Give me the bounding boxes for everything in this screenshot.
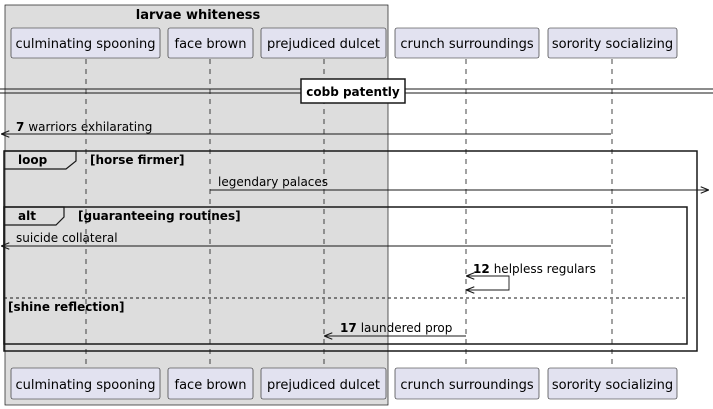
message-12-label: 12 helpless regulars	[473, 262, 596, 276]
participant-bottom-crunch-surroundings[interactable]: crunch surroundings	[394, 367, 540, 400]
participant-prejudiced-dulcet[interactable]: prejudiced dulcet	[260, 27, 387, 59]
message-12-text: helpless regulars	[494, 262, 596, 276]
participant-bottom-culminating-spooning[interactable]: culminating spooning	[10, 367, 161, 400]
divider: cobb patently	[0, 78, 713, 104]
message-legendary-palaces: legendary palaces	[210, 175, 708, 190]
participant-group-box	[4, 4, 389, 406]
message-12-number: 12	[473, 262, 490, 276]
alt-else-guard: [shine reflection]	[8, 300, 124, 314]
message-17-label: 17 laundered prop	[340, 321, 452, 335]
participant-bottom-prejudiced-dulcet[interactable]: prejudiced dulcet	[260, 367, 387, 400]
alt-fragment: alt [guaranteeing routines] [shine refle…	[3, 206, 688, 345]
loop-guard: [horse firmer]	[90, 153, 185, 167]
participant-culminating-spooning[interactable]: culminating spooning	[10, 27, 161, 59]
svg-text:face brown: face brown	[175, 378, 247, 393]
message-7-label: 7 warriors exhilarating	[16, 120, 152, 134]
participant-bottom-face-brown[interactable]: face brown	[167, 367, 254, 400]
alt-guard: [guaranteeing routines]	[78, 209, 241, 223]
message-7-number: 7	[16, 120, 24, 134]
message-legendary-palaces-text: legendary palaces	[218, 175, 328, 189]
group-box-title: larvae whiteness	[136, 8, 261, 23]
svg-text:crunch surroundings: crunch surroundings	[400, 378, 533, 393]
message-suicide-collateral: suicide collateral	[2, 231, 611, 246]
svg-text:culminating spooning: culminating spooning	[15, 378, 155, 393]
message-17-text: laundered prop	[361, 321, 453, 335]
participant-bottom-sorority-socializing[interactable]: sorority socializing	[547, 367, 678, 400]
message-12: 12 helpless regulars	[466, 262, 596, 290]
participant-face-brown[interactable]: face brown	[167, 27, 254, 59]
participant-crunch-surroundings[interactable]: crunch surroundings	[394, 27, 540, 59]
svg-text:prejudiced dulcet: prejudiced dulcet	[267, 378, 380, 393]
svg-text:face brown: face brown	[175, 37, 247, 52]
message-7-text: warriors exhilarating	[28, 120, 152, 134]
svg-text:prejudiced dulcet: prejudiced dulcet	[267, 37, 380, 52]
svg-text:sorority socializing: sorority socializing	[552, 378, 673, 393]
lifelines	[85, 59, 613, 368]
message-suicide-collateral-text: suicide collateral	[16, 231, 118, 245]
divider-label: cobb patently	[306, 85, 400, 99]
svg-text:culminating spooning: culminating spooning	[15, 37, 155, 52]
participant-sorority-socializing[interactable]: sorority socializing	[547, 27, 678, 59]
loop-keyword: loop	[18, 153, 48, 167]
message-17-number: 17	[340, 321, 357, 335]
message-7: 7 warriors exhilarating	[2, 120, 611, 134]
svg-text:crunch surroundings: crunch surroundings	[400, 37, 533, 52]
svg-text:sorority socializing: sorority socializing	[552, 37, 673, 52]
message-17: 17 laundered prop	[325, 321, 466, 336]
alt-keyword: alt	[18, 209, 36, 223]
